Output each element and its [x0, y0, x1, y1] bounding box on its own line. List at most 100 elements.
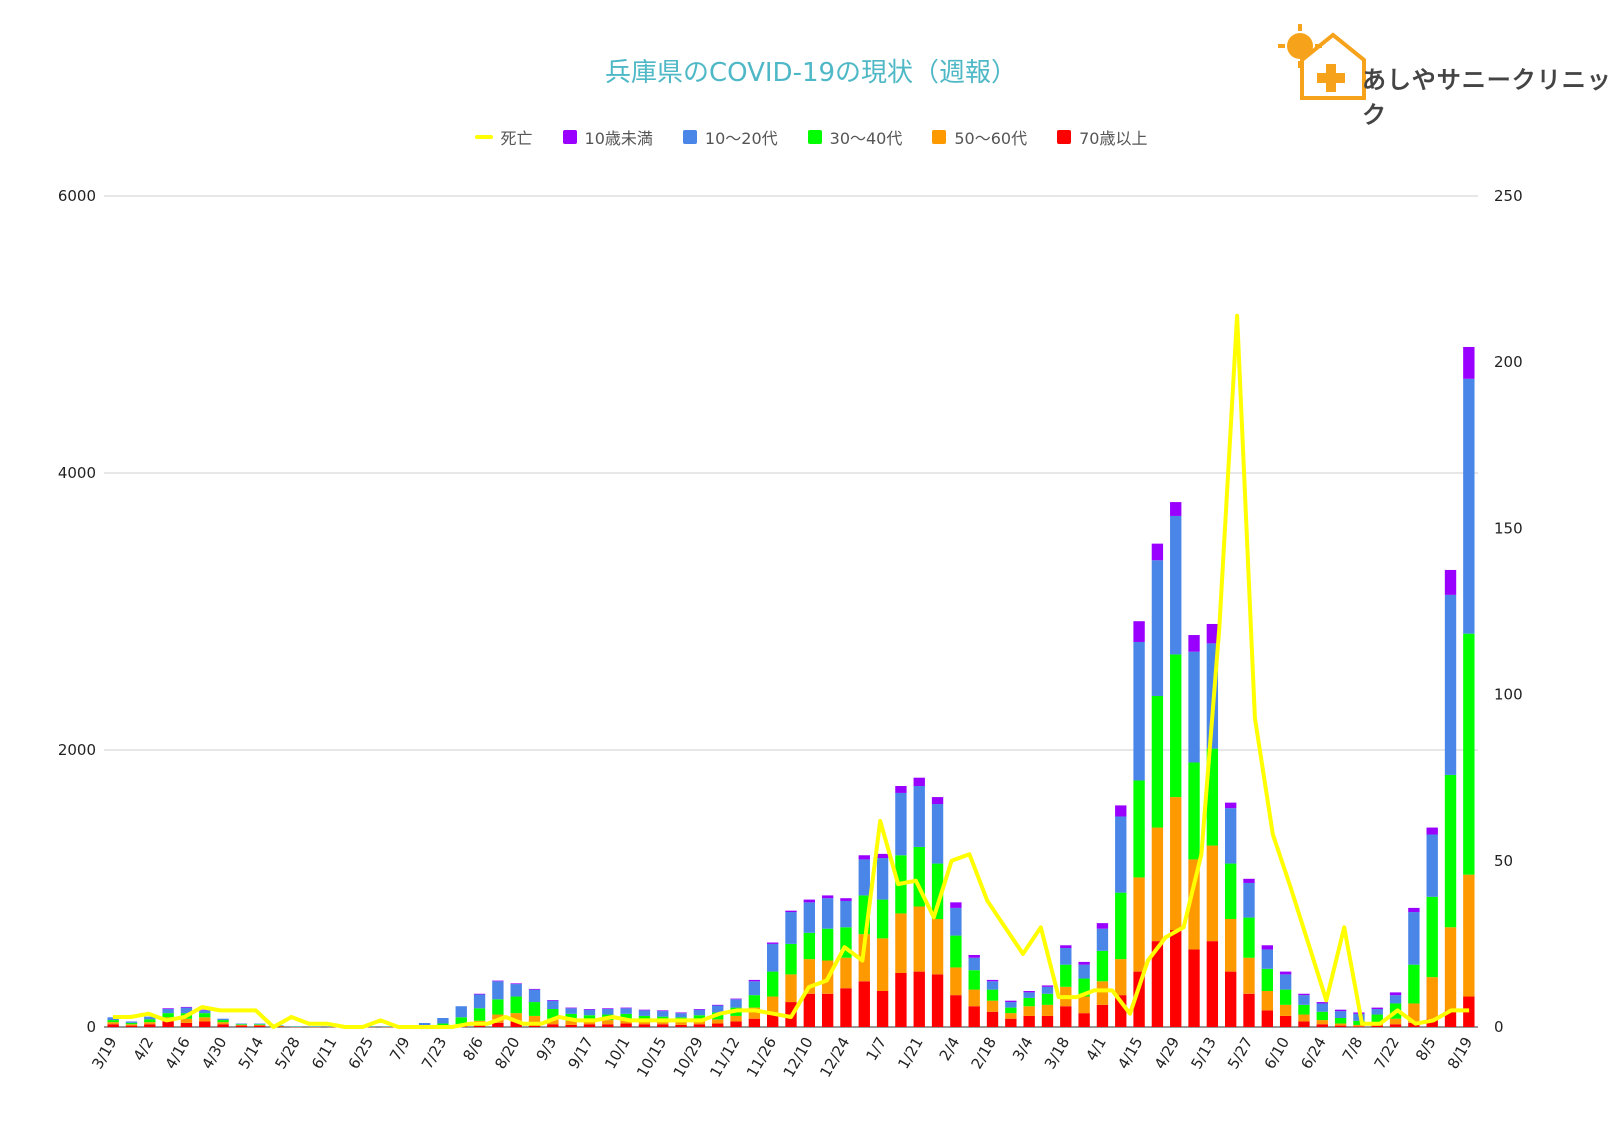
bar-segment — [1005, 1013, 1017, 1019]
bar-segment — [712, 1004, 724, 1006]
bar-segment — [125, 1025, 138, 1027]
bar-segment — [821, 993, 834, 1027]
bar-segment — [565, 1008, 577, 1014]
bar-segment — [510, 1013, 522, 1022]
bar-segment — [602, 1024, 614, 1027]
bar-segment — [785, 974, 797, 1003]
bar-segment — [712, 1005, 724, 1013]
x-tick: 1/7 — [862, 1034, 890, 1064]
bar-segment — [968, 1006, 980, 1027]
bar-segment — [1041, 993, 1054, 1005]
legend-item: 30〜40代 — [807, 125, 902, 149]
bar-segment — [1096, 928, 1109, 951]
bar-segment — [254, 1024, 266, 1025]
bar-segment — [199, 1017, 211, 1022]
bar-segment — [748, 1007, 761, 1019]
bar-segment — [180, 1007, 193, 1014]
bar-segment — [1225, 808, 1237, 864]
bar-segment — [125, 1024, 138, 1026]
x-tick: 10/15 — [633, 1034, 670, 1080]
x-tick: 7/23 — [418, 1034, 450, 1072]
x-tick: 5/27 — [1224, 1034, 1256, 1072]
bar-segment — [675, 1022, 687, 1025]
bar-segment — [821, 895, 834, 899]
bar-segment — [235, 1023, 248, 1025]
y-right-tick: 250 — [1494, 187, 1523, 205]
bar-segment — [1060, 1006, 1072, 1027]
y-right-tick: 200 — [1494, 353, 1523, 371]
x-tick: 2/18 — [968, 1034, 1000, 1072]
bar-segment — [235, 1024, 248, 1025]
bar-segment — [1060, 948, 1072, 965]
bar-segment — [1041, 1004, 1054, 1016]
bar-segment — [1444, 927, 1457, 1011]
bar-segment — [437, 1017, 449, 1024]
bar-segment — [528, 1015, 541, 1023]
bar-segment — [1279, 974, 1292, 990]
bar-segment — [748, 1018, 761, 1027]
x-tick: 12/24 — [816, 1034, 853, 1080]
bar-segment — [583, 1015, 596, 1021]
bar-segment — [199, 1021, 211, 1027]
bar-segment — [1444, 774, 1457, 928]
bar-segment — [1115, 805, 1127, 817]
bar-segment — [1426, 977, 1438, 1019]
bar-segment — [840, 988, 852, 1027]
bar-segment — [913, 906, 925, 972]
bar-segment — [565, 1024, 577, 1027]
bar-segment — [1078, 1013, 1090, 1027]
bar-segment — [657, 1010, 669, 1012]
bar-segment — [785, 912, 797, 944]
bar-segment — [1334, 1023, 1347, 1026]
bar-segment — [199, 1013, 211, 1018]
x-tick: 4/2 — [130, 1034, 158, 1064]
bar-segment — [1298, 1014, 1310, 1022]
x-tick: 5/14 — [235, 1034, 267, 1072]
bar-segment — [1463, 633, 1475, 875]
x-tick: 2/4 — [936, 1034, 964, 1064]
bar-segment — [1261, 968, 1273, 991]
x-tick: 8/6 — [459, 1034, 487, 1064]
bar-segment — [1408, 907, 1420, 913]
bar-segment — [492, 980, 504, 982]
bar-segment — [767, 971, 779, 997]
legend-swatch — [682, 130, 697, 144]
bar-segment — [730, 1021, 742, 1027]
legend-swatch — [807, 130, 822, 144]
bar-segment — [1170, 797, 1182, 931]
bar-segment — [1243, 993, 1255, 1027]
bar-segment — [180, 1018, 193, 1023]
bar-segment — [931, 863, 944, 919]
y-right-tick: 150 — [1494, 519, 1523, 537]
legend-item: 10歳未満 — [562, 125, 653, 149]
legend-label: 10〜20代 — [704, 129, 778, 148]
bar-segment — [199, 1009, 211, 1011]
bar-segment — [1078, 996, 1090, 1014]
bar-segment — [473, 1008, 486, 1021]
bar-segment — [547, 1024, 559, 1027]
x-tick: 4/16 — [161, 1034, 193, 1072]
bar-segment — [217, 1020, 229, 1023]
bar-segment — [1225, 863, 1237, 919]
bar-segment — [217, 1024, 229, 1027]
legend-item: 50〜60代 — [932, 125, 1027, 149]
bar-segment — [803, 959, 815, 994]
bar-segment — [693, 1015, 706, 1021]
bar-segment — [144, 1019, 156, 1023]
bar-segment — [620, 1023, 632, 1027]
x-tick: 11/12 — [706, 1034, 743, 1080]
bar-segment — [821, 898, 834, 929]
bar-segment — [1115, 959, 1127, 996]
bar-segment — [309, 1026, 321, 1027]
bar-segment — [1133, 641, 1145, 781]
x-tick: 4/15 — [1114, 1034, 1146, 1072]
x-tick: 4/30 — [198, 1034, 230, 1072]
bar-segment — [1444, 1010, 1457, 1027]
bar-segment — [1243, 917, 1255, 958]
bar-segment — [1151, 543, 1164, 561]
bar-segment — [547, 1000, 559, 1009]
bar-segment — [986, 979, 999, 982]
bar-segment — [876, 858, 889, 900]
bar-segment — [1005, 1002, 1017, 1008]
bar-segment — [565, 1020, 577, 1025]
